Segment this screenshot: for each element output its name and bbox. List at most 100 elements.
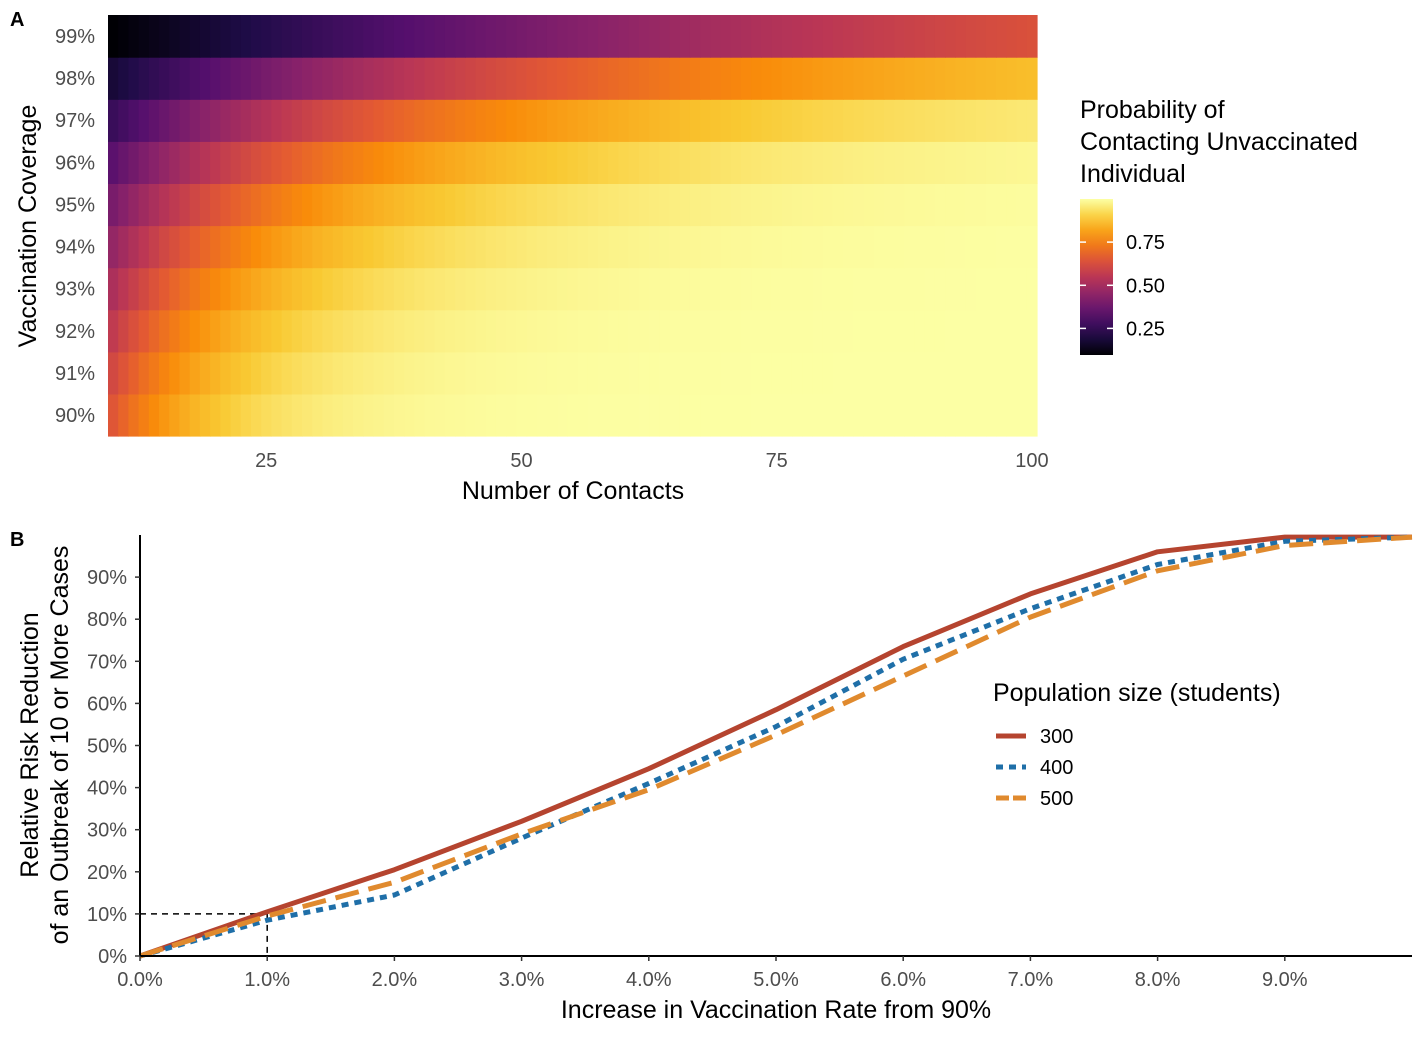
heatmap-cell [669, 15, 681, 58]
line-chart-y-tick-label: 20% [87, 862, 127, 884]
heatmap-cell [189, 225, 201, 269]
heatmap-cell [506, 393, 517, 437]
heatmap-cell [118, 15, 130, 58]
heatmap-cell [924, 141, 936, 184]
heatmap-cell [812, 183, 824, 227]
heatmap-cell [802, 225, 814, 269]
line-chart-legend: Population size (students) 300 400 500 [993, 679, 1281, 810]
heatmap-cell [128, 183, 140, 227]
heatmap-cell [312, 309, 323, 353]
heatmap-cell [934, 393, 946, 437]
heatmap-cell [455, 351, 466, 395]
heatmap-cell [618, 57, 630, 100]
heatmap-cell [261, 393, 272, 437]
heatmap-cell [363, 15, 375, 58]
heatmap-cell [955, 57, 967, 100]
heatmap-cell [261, 99, 272, 142]
heatmap-cell [393, 15, 405, 58]
heatmap-cell [199, 183, 211, 227]
heatmap-cell [791, 183, 803, 227]
heatmap-cell [638, 225, 650, 269]
heatmap-cell [118, 183, 130, 227]
heatmap-cell [945, 393, 956, 437]
heatmap-cell [781, 99, 793, 142]
heatmap-cell [301, 99, 313, 142]
heatmap-cell [883, 141, 895, 184]
panel-b-label: B [10, 529, 24, 551]
heatmap-cell [1006, 225, 1018, 269]
heatmap-cell [455, 225, 466, 269]
heatmap-cell [659, 99, 671, 142]
heatmap-cell [342, 225, 354, 269]
line-chart-y-tick-label: 10% [87, 904, 127, 926]
heatmap-cell [210, 99, 221, 142]
heatmap-cell [373, 267, 385, 311]
heatmap-cell [914, 393, 926, 437]
heatmap-cell [812, 351, 824, 395]
heatmap-cell [853, 183, 865, 227]
heatmap-cell [148, 141, 160, 184]
heatmap-cell [434, 141, 446, 184]
heatmap-cell [250, 267, 262, 311]
heatmap-cell [353, 15, 364, 58]
heatmap-cell [894, 309, 905, 353]
heatmap-cell [393, 351, 405, 395]
heatmap-cell [536, 183, 548, 227]
heatmap-cell [291, 309, 303, 353]
heatmap-cell [240, 183, 252, 227]
heatmap-cell [710, 141, 722, 184]
heatmap-cell [628, 267, 640, 311]
heatmap-cell [261, 225, 272, 269]
heatmap-cell [608, 309, 620, 353]
heatmap-cell [700, 225, 711, 269]
heatmap-cell [628, 351, 640, 395]
heatmap-cell [271, 351, 283, 395]
heatmap-cell [791, 351, 803, 395]
heatmap-cell [557, 309, 568, 353]
heatmap-cell [240, 309, 252, 353]
heatmap-cell [659, 141, 671, 184]
heatmap-cell [720, 309, 732, 353]
line-chart-y-ticks: 0% 10% 20% 30% 40% 50% 60% 70% 80% 90% [87, 567, 140, 968]
heatmap-cell [996, 15, 1007, 58]
heatmap-cell [1016, 141, 1028, 184]
heatmap-cell [210, 15, 221, 58]
heatmap-cell [873, 267, 885, 311]
line-chart-reference [140, 913, 268, 956]
heatmap-cell [567, 267, 579, 311]
heatmap-cell [914, 57, 926, 100]
heatmap-cell [945, 99, 956, 142]
heatmap-cell [210, 183, 221, 227]
heatmap-cell [608, 141, 620, 184]
heatmap-cell [985, 309, 997, 353]
heatmap-cell [414, 183, 426, 227]
heatmap-cell [179, 225, 191, 269]
heatmap-cell [781, 57, 793, 100]
heatmap-cell [159, 15, 170, 58]
heatmap-cell [261, 351, 272, 395]
heatmap-cell [414, 225, 426, 269]
heatmap-cell [761, 183, 773, 227]
heatmap-cell [353, 141, 364, 184]
heatmap-cell [679, 141, 691, 184]
heatmap-cell [894, 393, 905, 437]
heatmap-cell [404, 15, 415, 58]
heatmap-cell [649, 267, 660, 311]
heatmap-cell [710, 57, 722, 100]
heatmap-cell [383, 309, 395, 353]
heatmap-cell [751, 309, 762, 353]
heatmap-cell [904, 393, 916, 437]
line-chart-x-tick-label: 7.0% [1008, 969, 1054, 991]
heatmap-cell [138, 99, 150, 142]
heatmap-cell [210, 57, 221, 100]
heatmap-cell [414, 57, 426, 100]
heatmap-cell [700, 57, 711, 100]
colorbar-gradient [1080, 199, 1113, 355]
heatmap-cell [495, 267, 507, 311]
heatmap-cell [434, 57, 446, 100]
heatmap-cell [322, 141, 334, 184]
series-line-300 [139, 534, 1412, 959]
heatmap-cell [108, 141, 119, 184]
heatmap-cell [843, 141, 854, 184]
heatmap-cell [465, 183, 477, 227]
